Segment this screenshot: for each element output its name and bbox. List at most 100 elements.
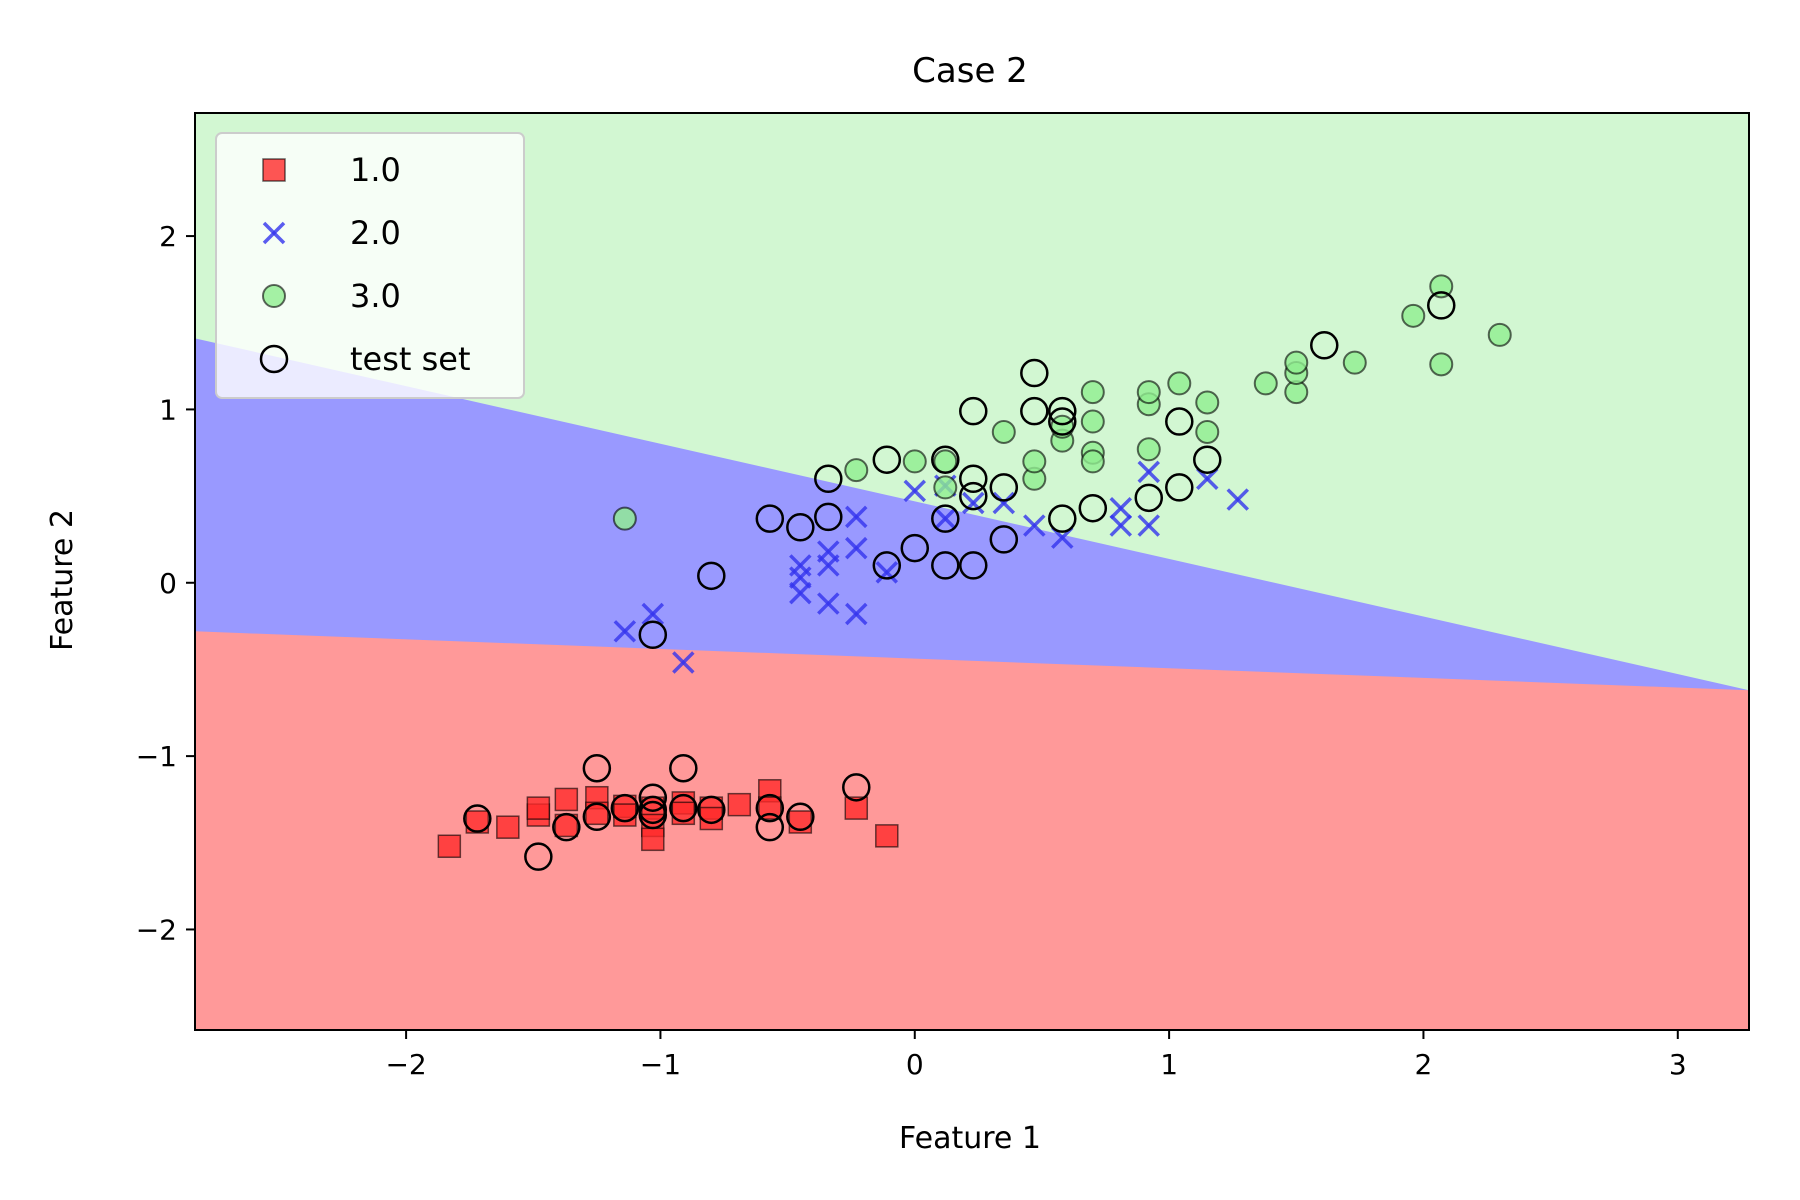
point-class-1 xyxy=(641,827,665,852)
point-class-3 xyxy=(1487,322,1512,347)
legend-marker-1 xyxy=(262,158,286,182)
point-class-3 xyxy=(1429,352,1454,377)
point-class-3 xyxy=(612,506,637,531)
test-set-point xyxy=(1078,493,1108,523)
test-set-point xyxy=(872,551,902,580)
data-points xyxy=(437,274,1512,871)
point-class-1 xyxy=(875,824,899,848)
test-set-point xyxy=(959,481,988,511)
point-class-3 xyxy=(1401,303,1426,328)
test-set-point xyxy=(755,812,785,842)
test-set-point xyxy=(1020,358,1049,388)
plot-frame xyxy=(194,112,1750,1031)
test-set-point xyxy=(1048,407,1077,436)
point-class-1 xyxy=(496,815,520,839)
test-set-point xyxy=(1048,504,1077,533)
point-class-2 xyxy=(672,651,695,674)
test-set-point xyxy=(697,795,726,825)
test-set-point xyxy=(931,445,960,474)
point-class-3 xyxy=(1167,371,1192,396)
legend-label: 2.0 xyxy=(350,214,401,252)
test-set-point xyxy=(524,842,553,871)
test-set-point xyxy=(989,525,1019,554)
point-class-2 xyxy=(817,554,840,577)
y-axis: −2 −1 0 1 2 xyxy=(136,220,195,946)
region-class-1 xyxy=(195,631,1749,1030)
point-class-3 xyxy=(1195,419,1220,444)
point-class-2 xyxy=(934,507,957,530)
legend-label: test set xyxy=(350,340,471,378)
test-set-point xyxy=(842,773,871,802)
legend: 1.0 2.0 3.0 test set xyxy=(215,132,525,399)
point-class-2 xyxy=(875,561,899,584)
test-set-point xyxy=(552,812,581,842)
point-class-1 xyxy=(437,834,462,859)
point-class-2 xyxy=(789,581,812,605)
test-set-point xyxy=(697,561,726,591)
x-axis-label: Feature 1 xyxy=(899,1121,1041,1156)
test-set-point xyxy=(755,504,785,533)
point-class-1 xyxy=(465,810,490,834)
test-set-point xyxy=(786,513,815,542)
legend-label: 3.0 xyxy=(350,277,401,315)
x-tick-label: 0 xyxy=(906,1048,924,1081)
point-class-1 xyxy=(585,801,609,826)
point-class-2 xyxy=(845,602,868,626)
point-class-2 xyxy=(1226,488,1250,511)
point-class-3 xyxy=(1195,390,1220,415)
test-set-point xyxy=(1165,407,1194,436)
point-class-3 xyxy=(1342,350,1367,375)
point-class-2 xyxy=(1109,496,1133,520)
test-set-point xyxy=(959,396,988,426)
y-tick-label: 2 xyxy=(159,220,177,253)
point-class-2 xyxy=(1023,514,1046,537)
x-tick-label: −1 xyxy=(640,1048,681,1081)
point-class-3 xyxy=(1080,380,1105,405)
point-class-2 xyxy=(1109,514,1133,537)
point-class-2 xyxy=(1137,514,1161,537)
test-set-point xyxy=(1134,483,1164,513)
legend-box xyxy=(215,132,525,399)
test-set-point xyxy=(1427,291,1456,320)
point-class-3 xyxy=(844,458,869,483)
test-set-point xyxy=(582,802,612,832)
point-class-2 xyxy=(613,620,637,643)
point-class-1 xyxy=(844,796,869,820)
legend-marker-3 xyxy=(262,284,286,308)
test-set-point xyxy=(463,804,492,833)
test-set-point xyxy=(872,445,902,474)
point-class-3 xyxy=(1022,449,1047,474)
point-class-3 xyxy=(1253,371,1278,396)
point-class-1 xyxy=(554,787,579,812)
test-set-point xyxy=(669,753,698,783)
point-class-3 xyxy=(1136,380,1161,405)
y-tick-label: −1 xyxy=(136,740,177,773)
test-set-point xyxy=(900,533,930,563)
test-set-point xyxy=(1048,396,1077,426)
legend-marker-2 xyxy=(262,221,286,245)
point-class-1 xyxy=(613,803,637,827)
point-class-3 xyxy=(1136,437,1161,462)
test-set-point xyxy=(638,795,668,825)
x-tick-label: 3 xyxy=(1669,1048,1687,1081)
legend-marker-test-set xyxy=(259,344,289,374)
test-set-point xyxy=(1193,445,1222,474)
test-set-point xyxy=(1165,473,1194,502)
point-class-2 xyxy=(817,592,840,615)
test-set-point xyxy=(1310,331,1339,360)
test-set-point xyxy=(582,753,612,783)
test-set-point xyxy=(638,783,668,812)
point-class-1 xyxy=(526,796,551,820)
point-class-3 xyxy=(1080,449,1105,474)
test-set-point xyxy=(1020,396,1049,426)
legend-label: 1.0 xyxy=(350,151,401,189)
point-class-3 xyxy=(1429,274,1454,299)
point-class-2 xyxy=(992,491,1016,515)
test-set-point xyxy=(638,620,668,650)
test-set-point xyxy=(989,473,1019,502)
point-class-1 xyxy=(699,806,724,831)
point-class-3 xyxy=(933,475,958,500)
test-set-point xyxy=(669,793,698,823)
x-tick-label: 2 xyxy=(1415,1048,1433,1081)
